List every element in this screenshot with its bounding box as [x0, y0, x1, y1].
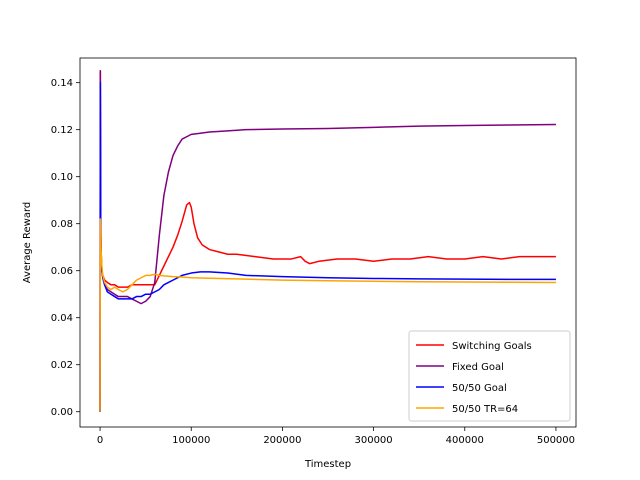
legend-label: Fixed Goal [452, 362, 504, 373]
x-tick-label: 0 [97, 435, 103, 446]
legend-box [408, 330, 571, 422]
x-axis: 0 100000 200000 300000 400000 500000 [97, 427, 575, 446]
y-tick-label: 0.14 [51, 78, 73, 89]
plot-frame [79, 57, 577, 428]
y-tick-label: 0.00 [51, 407, 73, 418]
series-layer [99, 70, 556, 412]
legend-label: 50/50 Goal [452, 383, 507, 394]
x-tick-label: 400000 [446, 435, 484, 446]
x-tick-label: 200000 [263, 435, 301, 446]
y-tick-label: 0.02 [51, 360, 73, 371]
y-tick-label: 0.08 [51, 219, 73, 230]
series-line-1 [99, 70, 556, 412]
y-tick-label: 0.04 [51, 313, 73, 324]
x-axis-label: Timestep [304, 459, 351, 470]
legend-label: 50/50 TR=64 [452, 404, 518, 415]
legend: Switching Goals Fixed Goal 50/50 Goal 50/50… [408, 330, 571, 422]
y-tick-label: 0.06 [51, 266, 73, 277]
y-tick-label: 0.10 [51, 172, 73, 183]
x-tick-label: 300000 [354, 435, 392, 446]
series-line-4 [99, 218, 556, 412]
y-axis: 0.00 0.02 0.04 0.06 0.08 0.10 0.12 0.14 [51, 78, 80, 418]
x-tick-label: 100000 [172, 435, 210, 446]
x-tick-label: 500000 [537, 435, 575, 446]
y-axis-label: Average Reward [22, 202, 33, 283]
series-line-3 [99, 81, 556, 412]
y-tick-label: 0.12 [51, 125, 73, 136]
legend-label: Switching Goals [452, 341, 532, 352]
